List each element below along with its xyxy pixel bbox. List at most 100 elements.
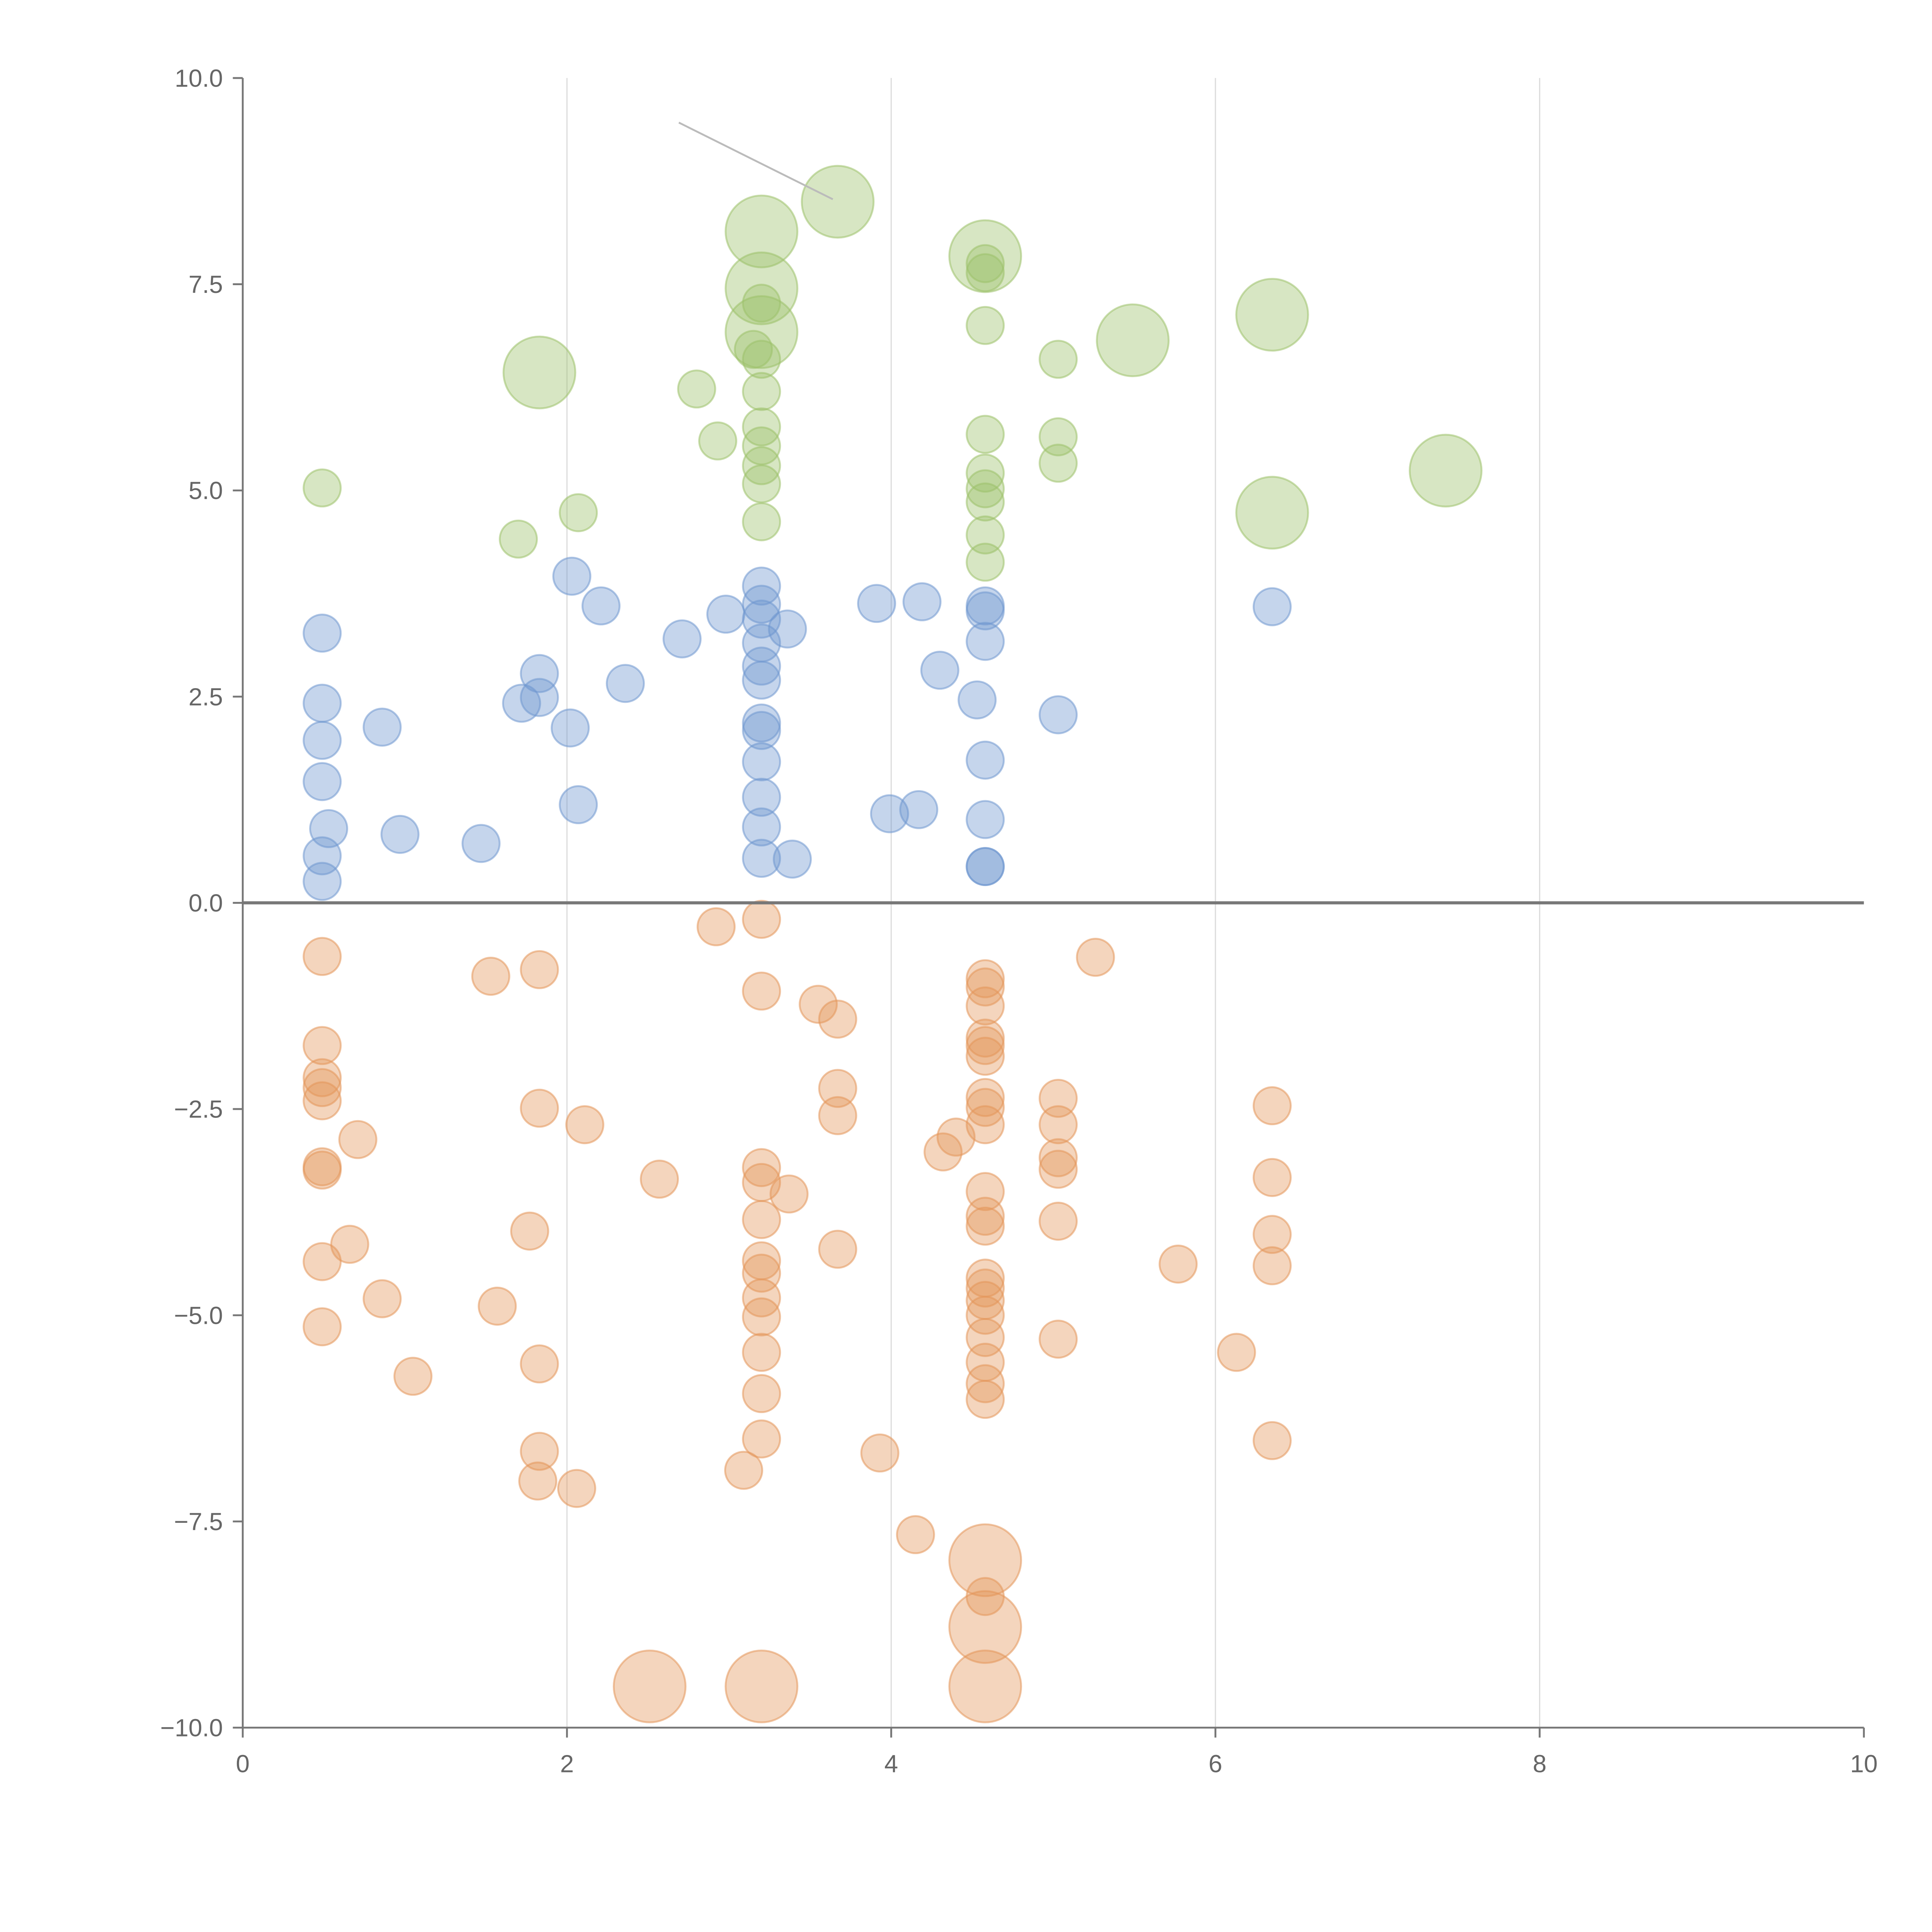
bubble-orange <box>923 1132 963 1172</box>
bubble-blue <box>742 711 781 750</box>
bubble-green <box>698 421 737 461</box>
bubble-green <box>502 335 577 410</box>
bubble-blue <box>768 609 807 649</box>
bubble-orange <box>1039 1105 1078 1145</box>
bubble-blue <box>520 678 559 717</box>
bubble-green <box>303 468 342 508</box>
bubble-blue <box>773 839 812 879</box>
bubble-green <box>742 340 781 379</box>
bubble-blue <box>303 721 342 760</box>
bubble-green <box>966 469 1005 509</box>
bubble-blue <box>1039 695 1078 735</box>
bubble-orange <box>303 1068 342 1107</box>
bubble-green <box>966 453 1005 493</box>
bubble-blue <box>742 777 781 817</box>
bubble-green <box>677 369 716 409</box>
bubble-orange <box>1217 1333 1256 1372</box>
series-green <box>303 165 1483 582</box>
bubble-orange <box>948 1523 1022 1597</box>
bubble-blue <box>742 585 781 624</box>
bubble-blue <box>857 584 896 623</box>
bubble-orange <box>818 1096 857 1135</box>
bubble-green <box>966 515 1005 554</box>
bubble-orange <box>362 1279 402 1318</box>
bubble-blue <box>742 660 781 700</box>
bubble-green <box>742 284 781 323</box>
bubble-orange <box>769 1174 809 1214</box>
bubble-green <box>742 464 781 503</box>
x-tick-label: 8 <box>1533 1750 1547 1778</box>
bubble-blue <box>742 838 781 878</box>
bubble-orange <box>303 1026 342 1065</box>
bubble-orange <box>966 1078 1005 1117</box>
bubble-blue <box>552 556 592 596</box>
bubble-blue <box>706 594 745 634</box>
bubble-orange <box>1252 1215 1292 1254</box>
bubble-orange <box>818 1000 857 1039</box>
bubble-green <box>742 502 781 541</box>
bubble-orange <box>966 1197 1005 1236</box>
bubble-orange <box>1252 1421 1292 1460</box>
bubble-blue <box>899 790 939 829</box>
bubble-orange <box>1039 1202 1078 1241</box>
bubble-green <box>801 165 875 239</box>
bubble-orange <box>966 986 1005 1026</box>
x-ticks: 0 2 4 6 8 10 <box>236 1728 1878 1778</box>
bubble-orange <box>1252 1158 1292 1197</box>
bubble-orange <box>1039 1320 1078 1359</box>
bubble-orange <box>799 985 838 1024</box>
bubble-blue <box>870 794 909 833</box>
bubble-orange <box>948 1650 1022 1723</box>
bubble-orange <box>742 971 781 1011</box>
bubble-orange <box>303 1081 342 1121</box>
bubble-green <box>559 493 598 532</box>
bubble-orange <box>1076 937 1115 977</box>
bubble-blue <box>380 815 420 854</box>
bubble-blue <box>957 680 997 719</box>
bubble-orange <box>724 1451 764 1490</box>
bubble-orange <box>936 1117 976 1157</box>
bubble-orange <box>303 1150 342 1190</box>
bubble-blue <box>303 614 342 653</box>
bubble-orange <box>742 900 781 939</box>
bubble-blue <box>520 654 559 693</box>
y-ticks: 10.0 7.5 5.0 2.5 0.0 −2.5 −5.0 −7.5 −10.0 <box>160 64 243 1742</box>
bubble-blue <box>461 824 501 863</box>
bubble-orange <box>742 1419 781 1459</box>
x-tick-label: 0 <box>236 1750 250 1778</box>
bubble-orange <box>818 1069 857 1108</box>
bubble-blue <box>1252 587 1292 626</box>
bubble-green <box>1039 340 1078 379</box>
bubble-green <box>498 519 538 559</box>
bubble-blue <box>605 664 645 703</box>
bubble-orange <box>724 1650 799 1723</box>
bubble-orange <box>520 1088 559 1128</box>
bubble-orange <box>330 1225 369 1264</box>
bubble-blue <box>581 586 621 626</box>
bubble-orange <box>303 1242 342 1281</box>
bubble-orange <box>896 1515 935 1554</box>
x-tick-label: 2 <box>560 1750 574 1778</box>
bubble-orange <box>393 1357 433 1396</box>
bubble-green <box>966 306 1005 345</box>
bubble-orange <box>1252 1246 1292 1286</box>
bubble-orange <box>1252 1086 1292 1126</box>
bubble-blue <box>303 862 342 901</box>
bubble-blue <box>662 619 702 658</box>
bubble-orange <box>742 1297 781 1337</box>
bubble-orange <box>742 1200 781 1239</box>
annotation-line <box>678 122 833 200</box>
bubble-orange <box>303 1058 342 1097</box>
bubble-green <box>1235 278 1309 352</box>
bubble-green <box>742 372 781 411</box>
bubble-orange <box>742 1374 781 1413</box>
bubble-blue <box>303 684 342 723</box>
y-tick-label: 7.5 <box>189 270 223 298</box>
bubble-orange <box>818 1230 857 1269</box>
bubble-green <box>1408 434 1483 508</box>
bubble-orange <box>1039 1150 1078 1189</box>
bubble-orange <box>478 1286 517 1326</box>
bubble-orange <box>966 1364 1005 1403</box>
bubble-orange <box>948 1590 1022 1664</box>
